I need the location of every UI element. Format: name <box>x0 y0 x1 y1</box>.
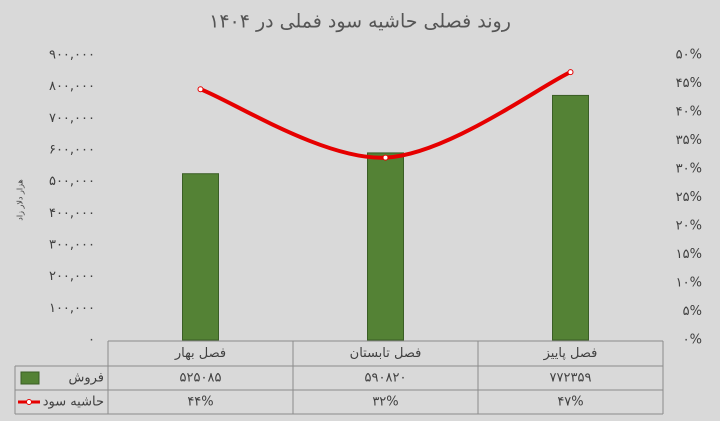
y-tick-label: ۲۰۰,۰۰۰ <box>49 269 95 284</box>
y-tick-label: ۴۰۰,۰۰۰ <box>49 206 95 221</box>
y-tick-label: ۹۰۰,۰۰۰ <box>49 48 95 63</box>
x-tick-label: فصل بهار <box>174 346 226 361</box>
data-label: ۴۴% <box>187 395 213 410</box>
y-tick-label: ۰ <box>88 333 95 348</box>
bar <box>552 94 589 341</box>
legend-label: فروش <box>68 371 104 386</box>
y2-tick-label: ۴۰% <box>676 105 702 120</box>
y2-tick-label: ۵۰% <box>676 48 702 63</box>
y2-tick-label: ۱۵% <box>676 247 702 262</box>
y2-tick-label: ۲۵% <box>676 190 702 205</box>
data-label: ۵۲۵۰۸۵ <box>180 371 222 386</box>
y-axis-title: هزار دلار زاد <box>16 179 25 220</box>
y2-tick-label: ۱۰% <box>676 276 702 291</box>
line-marker <box>567 69 574 76</box>
x-tick-label: فصل پاییز <box>543 346 598 361</box>
y2-tick-label: ۲۰% <box>676 219 702 234</box>
legend-swatch <box>26 399 32 405</box>
bar <box>367 152 404 341</box>
y-tick-label: ۷۰۰,۰۰۰ <box>49 111 95 126</box>
y-tick-label: ۳۰۰,۰۰۰ <box>49 238 95 253</box>
data-label: ۳۲% <box>372 395 398 410</box>
data-label: ۷۷۲۳۵۹ <box>550 371 592 386</box>
bar <box>182 173 219 341</box>
y-tick-label: ۱۰۰,۰۰۰ <box>49 301 95 316</box>
y2-tick-label: ۳۵% <box>676 133 702 148</box>
legend-swatch <box>20 371 40 385</box>
y2-tick-label: ۰% <box>683 333 702 348</box>
y-tick-label: ۸۰۰,۰۰۰ <box>49 79 95 94</box>
data-label: ۴۷% <box>557 395 583 410</box>
y2-tick-label: ۵% <box>683 304 702 319</box>
x-tick-label: فصل تابستان <box>350 346 422 361</box>
y-tick-label: ۵۰۰,۰۰۰ <box>49 174 95 189</box>
y-tick-label: ۶۰۰,۰۰۰ <box>49 143 95 158</box>
line-marker <box>197 86 204 93</box>
chart-title: روند فصلی حاشیه سود فملی در ۱۴۰۴ <box>209 11 511 33</box>
y2-tick-label: ۴۵% <box>676 76 702 91</box>
y2-tick-label: ۳۰% <box>676 162 702 177</box>
data-label: ۵۹۰۸۲۰ <box>365 371 407 386</box>
legend-label: حاشیه سود <box>43 395 104 410</box>
line-marker <box>382 154 389 161</box>
